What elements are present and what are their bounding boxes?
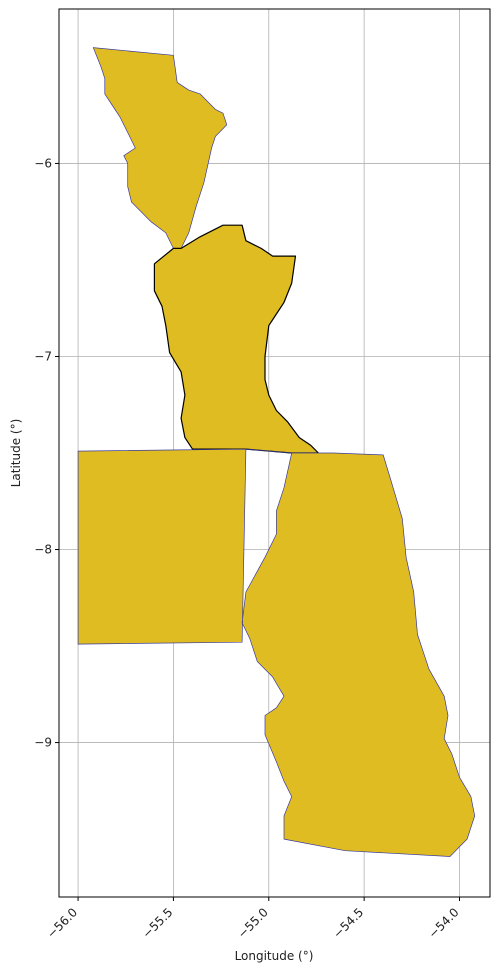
map-regions	[77, 47, 476, 857]
y-axis-ticks: −6 −7 −8 −9	[34, 156, 59, 750]
y-tick-label-1: −7	[34, 349, 52, 363]
y-tick-label-3: −9	[34, 736, 52, 750]
x-axis-label: Longitude (°)	[235, 949, 314, 963]
y-axis-label: Latitude (°)	[9, 419, 23, 488]
y-tick-label-0: −6	[34, 156, 52, 170]
map-region-1	[153, 224, 319, 454]
y-tick-label-2: −8	[34, 543, 52, 557]
map-region-2	[77, 448, 476, 857]
plot-frame	[58, 8, 491, 898]
